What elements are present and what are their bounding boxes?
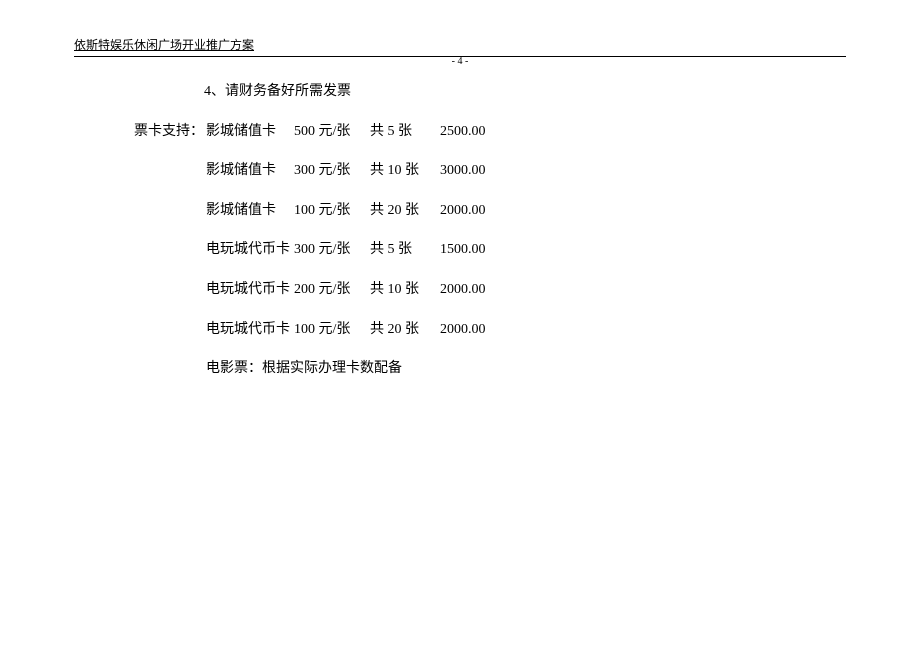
card-qty: 共 10 张 [370,280,440,300]
card-price: 300 元/张 [294,161,370,181]
card-total: 2000.00 [440,201,520,221]
card-row-4: 电玩城代币卡 200 元/张 共 10 张 2000.00 [134,280,520,300]
card-name: 影城储值卡 [206,122,294,142]
card-total: 3000.00 [440,161,520,181]
card-qty: 共 5 张 [370,122,440,142]
document-content: 4、请财务备好所需发票 票卡支持： 影城储值卡 500 元/张 共 5 张 25… [134,82,520,379]
card-price: 100 元/张 [294,320,370,340]
card-name: 影城储值卡 [206,161,294,181]
card-total: 2000.00 [440,280,520,300]
card-qty: 共 20 张 [370,201,440,221]
empty-label [134,201,206,221]
card-total: 2500.00 [440,122,520,142]
card-row-2: 影城储值卡 100 元/张 共 20 张 2000.00 [134,201,520,221]
empty-label [134,161,206,181]
movie-ticket-line: 电影票：根据实际办理卡数配备 [206,359,520,379]
card-row-1: 影城储值卡 300 元/张 共 10 张 3000.00 [134,161,520,181]
item-4-line: 4、请财务备好所需发票 [204,82,520,102]
empty-label [134,240,206,260]
card-name: 电玩城代币卡 [206,320,294,340]
card-price: 200 元/张 [294,280,370,300]
card-qty: 共 20 张 [370,320,440,340]
card-support-label: 票卡支持： [134,122,206,142]
empty-label [134,320,206,340]
card-total: 1500.00 [440,240,520,260]
card-price: 500 元/张 [294,122,370,142]
card-row-3: 电玩城代币卡 300 元/张 共 5 张 1500.00 [134,240,520,260]
header-title: 依斯特娱乐休闲广场开业推广方案 [74,38,254,52]
card-total: 2000.00 [440,320,520,340]
card-qty: 共 5 张 [370,240,440,260]
empty-label [134,280,206,300]
card-name: 电玩城代币卡 [206,280,294,300]
card-row-0: 票卡支持： 影城储值卡 500 元/张 共 5 张 2500.00 [134,122,520,142]
card-name: 电玩城代币卡 [206,240,294,260]
page-number: - 4 - [0,56,920,67]
card-price: 300 元/张 [294,240,370,260]
card-name: 影城储值卡 [206,201,294,221]
card-row-5: 电玩城代币卡 100 元/张 共 20 张 2000.00 [134,320,520,340]
card-price: 100 元/张 [294,201,370,221]
card-qty: 共 10 张 [370,161,440,181]
page-header: 依斯特娱乐休闲广场开业推广方案 [74,36,846,57]
